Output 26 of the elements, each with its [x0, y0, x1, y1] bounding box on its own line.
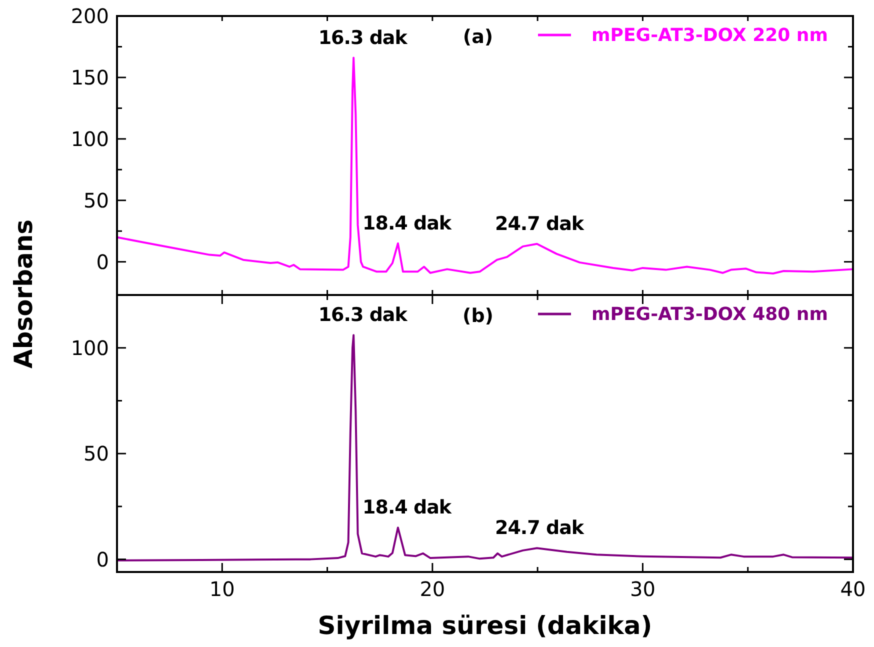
annotation: 16.3 dak	[318, 26, 408, 49]
annotation: (b)	[462, 305, 494, 327]
annotation: 18.4 dak	[362, 496, 452, 519]
x-tick-label: 10	[209, 577, 235, 601]
legend-label: mPEG-AT3-DOX 220 nm	[592, 25, 828, 46]
x-axis-title: Siyrilma süresi (dakika)	[318, 611, 652, 640]
x-tick-label: 30	[630, 577, 656, 601]
line-series	[116, 56, 854, 274]
annotation: (a)	[462, 26, 494, 48]
y-tick-label: 150	[70, 65, 109, 90]
y-tick-label: 100	[70, 126, 109, 151]
y-tick-label: 200	[70, 4, 109, 28]
y-tick-label: 50	[84, 188, 109, 212]
line-series	[116, 334, 854, 562]
y-tick-label: 0	[96, 547, 109, 572]
annotation: 18.4 dak	[362, 212, 452, 234]
y-tick-label: 0	[96, 250, 109, 274]
x-tick-label: 20	[420, 577, 446, 601]
annotation: 16.3 dak	[318, 304, 408, 326]
annotation: 24.7 dak	[494, 517, 584, 540]
y-axis-title: Absorbans	[9, 219, 38, 369]
legend-label: mPEG-AT3-DOX 480 nm	[592, 304, 828, 325]
x-tick-label: 40	[840, 577, 866, 601]
y-tick-label: 50	[84, 442, 109, 466]
y-tick-label: 100	[70, 336, 109, 360]
annotation: 24.7 dak	[494, 212, 584, 235]
